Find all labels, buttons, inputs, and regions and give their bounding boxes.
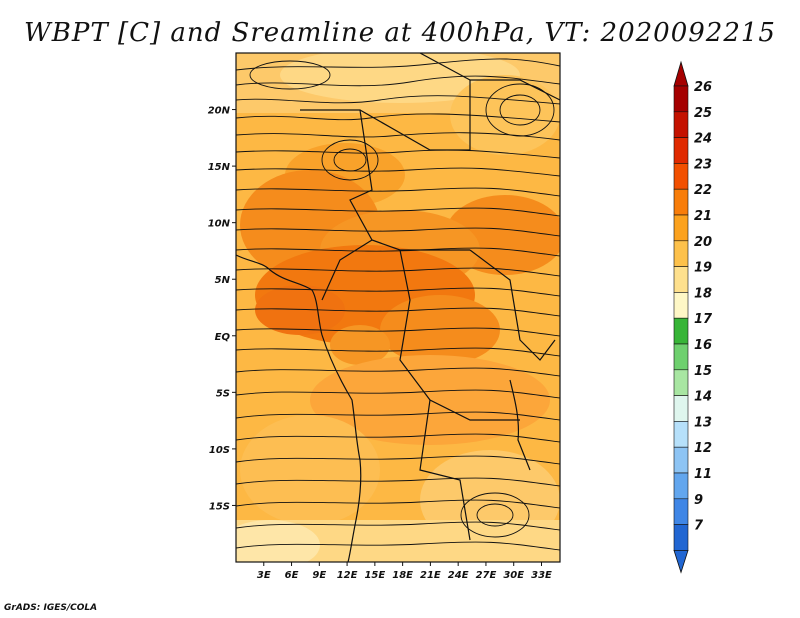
x-tick-label: 9E xyxy=(312,570,326,581)
colorbar-swatch xyxy=(673,472,689,500)
colorbar-label: 25 xyxy=(694,106,712,121)
colorbar-swatch xyxy=(673,188,689,216)
y-tick-label: 20N xyxy=(208,106,231,117)
x-tick-label: 6E xyxy=(285,570,299,581)
colorbar-swatch xyxy=(673,292,689,319)
y-tick-label: EQ xyxy=(215,332,231,343)
colorbar-swatch xyxy=(673,163,689,190)
colorbar-label: 18 xyxy=(694,286,712,301)
colorbar-swatch xyxy=(673,317,689,345)
y-tick-label: 5S xyxy=(216,388,230,399)
colorbar-label: 12 xyxy=(694,441,712,456)
colorbar-label: 24 xyxy=(694,132,712,147)
wbpt-field xyxy=(236,53,560,562)
colorbar-bottom-arrow xyxy=(673,550,689,574)
colorbar-swatch xyxy=(673,498,689,525)
colorbar-swatch xyxy=(673,214,689,242)
streamlines xyxy=(236,58,560,551)
colorbar-label: 23 xyxy=(694,157,712,172)
x-tick-label: 15E xyxy=(364,570,385,581)
x-tick-label: 24E xyxy=(448,570,469,581)
colorbar-swatch xyxy=(673,369,689,396)
colorbar-swatch xyxy=(673,137,689,164)
colorbar-swatch xyxy=(673,524,689,551)
y-tick-label: 5N xyxy=(215,275,231,286)
x-tick-label: 27E xyxy=(476,570,497,581)
y-tick-label: 10N xyxy=(208,219,231,230)
x-tick-label: 33E xyxy=(531,570,552,581)
colorbar-label: 26 xyxy=(694,80,712,95)
x-axis: 3E 6E 9E 12E 15E 18E 21E 24E 27E 30E 33E xyxy=(257,562,552,581)
colorbar-label: 21 xyxy=(694,209,712,224)
y-axis: 20N 15N 10N 5N EQ 5S 10S 15S xyxy=(208,106,236,512)
coastlines xyxy=(236,53,560,562)
colorbar-swatch xyxy=(673,446,689,474)
x-tick-label: 21E xyxy=(420,570,441,581)
map-title: WBPT [C] and Sreamline at 400hPa, VT: 20… xyxy=(24,18,776,48)
x-tick-label: 3E xyxy=(257,570,271,581)
colorbar-label: 9 xyxy=(694,493,703,508)
x-tick-label: 12E xyxy=(337,570,358,581)
colorbar-label: 20 xyxy=(694,235,712,250)
colorbar-label: 19 xyxy=(694,261,712,276)
y-tick-label: 10S xyxy=(209,445,230,456)
x-tick-label: 18E xyxy=(392,570,413,581)
colorbar-label: 22 xyxy=(694,183,712,198)
colorbar-swatch xyxy=(673,85,689,113)
colorbar: 26 25 24 23 22 21 20 19 18 17 16 15 14 13 12 11 9 7 xyxy=(673,60,713,574)
colorbar-label: 13 xyxy=(694,415,712,430)
colorbar-label: 15 xyxy=(694,364,712,379)
colorbar-label: 11 xyxy=(694,467,712,482)
colorbar-swatch xyxy=(673,421,689,448)
colorbar-label: 16 xyxy=(694,338,712,353)
colorbar-swatch xyxy=(673,266,689,293)
colorbar-swatch xyxy=(673,395,689,422)
colorbar-swatch xyxy=(673,111,689,138)
x-tick-label: 30E xyxy=(503,570,524,581)
colorbar-swatch xyxy=(673,343,689,371)
map-frame xyxy=(235,52,561,563)
colorbar-label: 17 xyxy=(694,312,713,327)
colorbar-top-arrow xyxy=(673,60,689,87)
y-tick-label: 15N xyxy=(208,162,231,173)
footer-credit: GrADS: IGES/COLA xyxy=(4,603,98,613)
colorbar-swatch xyxy=(673,240,689,267)
colorbar-label: 14 xyxy=(694,390,712,405)
y-tick-label: 15S xyxy=(209,501,230,512)
colorbar-label: 7 xyxy=(694,519,704,534)
